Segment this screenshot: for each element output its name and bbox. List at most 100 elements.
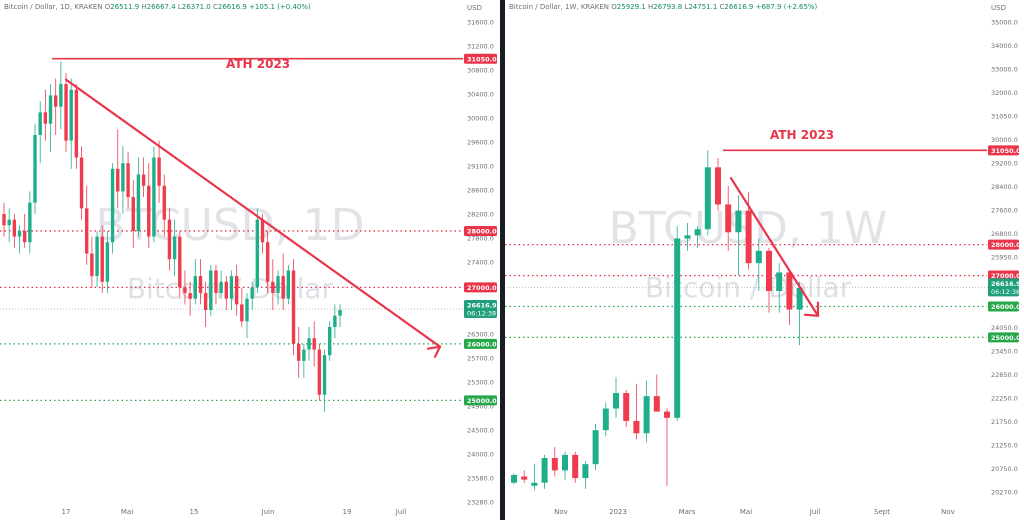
candle-up[interactable] (684, 235, 691, 239)
candle-up[interactable] (541, 457, 548, 483)
candle-down[interactable] (214, 270, 218, 294)
candle-up[interactable] (48, 95, 53, 124)
candle-up[interactable] (333, 315, 337, 327)
candle-down[interactable] (54, 95, 58, 107)
candle-up[interactable] (674, 238, 681, 418)
candle-down[interactable] (653, 396, 660, 412)
candle-up[interactable] (286, 270, 291, 299)
candle-down[interactable] (12, 219, 17, 237)
candle-up[interactable] (307, 338, 311, 350)
candle-down[interactable] (240, 304, 244, 322)
candle-up[interactable] (229, 276, 234, 299)
candle-down[interactable] (623, 393, 630, 421)
candle-down[interactable] (162, 185, 166, 220)
candle-down[interactable] (126, 163, 130, 198)
candle-up[interactable] (219, 281, 223, 294)
candle-up[interactable] (328, 326, 332, 356)
candle-down[interactable] (551, 457, 558, 471)
candle-up[interactable] (28, 202, 32, 243)
candle-up[interactable] (338, 310, 342, 316)
candle-down[interactable] (90, 253, 94, 277)
candle-up[interactable] (511, 474, 517, 483)
candle-down[interactable] (271, 281, 275, 294)
candle-up[interactable] (59, 84, 63, 107)
candle-up[interactable] (250, 287, 254, 299)
candle-down[interactable] (281, 276, 285, 299)
candle-up[interactable] (38, 112, 42, 135)
candle-down[interactable] (521, 476, 528, 480)
candle-up[interactable] (643, 396, 650, 434)
candle-down[interactable] (131, 197, 135, 231)
candle-down[interactable] (79, 157, 84, 209)
candle-down[interactable] (260, 219, 265, 243)
candle-up[interactable] (531, 482, 538, 486)
candle-down[interactable] (188, 293, 192, 299)
candle-down[interactable] (178, 236, 182, 288)
candle-up[interactable] (152, 157, 156, 237)
candle-up[interactable] (276, 276, 280, 294)
candle-up[interactable] (33, 134, 37, 203)
candle-up[interactable] (136, 174, 141, 231)
candle-up[interactable] (245, 298, 249, 322)
candle-down[interactable] (203, 293, 208, 310)
candle-down[interactable] (183, 287, 187, 294)
candle-up[interactable] (562, 454, 568, 471)
trend-line[interactable] (64, 78, 442, 348)
candle-down[interactable] (633, 420, 640, 434)
candle-down[interactable] (664, 411, 670, 418)
candle-up[interactable] (110, 168, 115, 243)
candle-up[interactable] (755, 250, 762, 264)
candle-down[interactable] (766, 250, 772, 292)
candle-down[interactable] (167, 219, 172, 260)
candle-up[interactable] (796, 287, 803, 310)
candle-up[interactable] (592, 430, 599, 465)
candle-down[interactable] (296, 343, 301, 361)
candle-up[interactable] (7, 219, 11, 226)
candle-up[interactable] (582, 464, 589, 479)
candle-down[interactable] (745, 210, 752, 264)
candle-down[interactable] (141, 174, 146, 186)
candle-up[interactable] (322, 355, 327, 395)
candle-down[interactable] (147, 185, 151, 237)
candle-up[interactable] (613, 393, 619, 409)
candle-up[interactable] (172, 236, 177, 260)
trend-line[interactable] (729, 177, 820, 317)
candle-up[interactable] (255, 219, 260, 288)
panel-divider[interactable] (500, 0, 505, 520)
candle-up[interactable] (121, 163, 125, 192)
candle-down[interactable] (22, 230, 27, 243)
candle-up[interactable] (69, 89, 73, 141)
candle-down[interactable] (2, 214, 6, 226)
candle-up[interactable] (105, 242, 110, 282)
candle-up[interactable] (694, 229, 701, 236)
candle-down[interactable] (64, 84, 68, 141)
candle-down[interactable] (234, 276, 239, 305)
candle-down[interactable] (715, 167, 721, 205)
candle-down[interactable] (786, 272, 793, 310)
candle-down[interactable] (725, 204, 732, 233)
candle-down[interactable] (74, 89, 79, 158)
candle-down[interactable] (116, 168, 120, 192)
candle-up[interactable] (704, 167, 711, 230)
candle-down[interactable] (572, 454, 579, 479)
candle-down[interactable] (224, 281, 229, 299)
candle-down[interactable] (43, 112, 48, 124)
candle-down[interactable] (100, 236, 104, 282)
candle-up[interactable] (209, 270, 213, 310)
candle-down[interactable] (291, 270, 296, 344)
candle-up[interactable] (776, 272, 783, 292)
candle-down[interactable] (198, 276, 203, 294)
candle-up[interactable] (735, 210, 742, 233)
candle-up[interactable] (302, 349, 306, 361)
candle-down[interactable] (317, 349, 322, 395)
candle-up[interactable] (602, 408, 609, 431)
candle-up[interactable] (17, 230, 22, 237)
candle-down[interactable] (85, 208, 89, 254)
candle-down[interactable] (265, 242, 270, 282)
candle-up[interactable] (95, 236, 99, 277)
candle-down[interactable] (312, 338, 316, 350)
